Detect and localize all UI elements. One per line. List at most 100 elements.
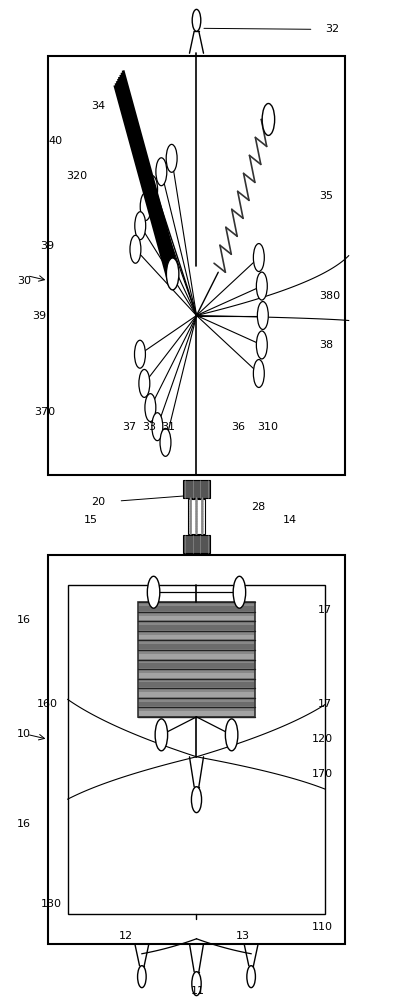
Circle shape <box>256 331 267 359</box>
Circle shape <box>253 244 264 271</box>
Text: 32: 32 <box>325 24 340 34</box>
Text: 17: 17 <box>318 699 332 709</box>
Circle shape <box>191 787 202 813</box>
Circle shape <box>195 507 198 513</box>
Circle shape <box>140 193 151 221</box>
Circle shape <box>189 497 192 503</box>
Bar <box>183 480 210 498</box>
Bar <box>138 602 255 717</box>
Circle shape <box>256 272 267 300</box>
Circle shape <box>195 517 198 523</box>
Circle shape <box>189 530 192 536</box>
Bar <box>48 555 345 944</box>
Text: 320: 320 <box>66 171 87 181</box>
Circle shape <box>160 428 171 456</box>
Circle shape <box>201 507 204 513</box>
Text: 170: 170 <box>312 769 333 779</box>
Bar <box>139 711 254 716</box>
Circle shape <box>152 413 163 441</box>
Circle shape <box>201 510 204 516</box>
Bar <box>139 654 254 659</box>
Circle shape <box>247 966 255 988</box>
Text: 28: 28 <box>251 502 265 512</box>
Circle shape <box>138 966 146 988</box>
Text: 370: 370 <box>35 407 56 417</box>
Text: 34: 34 <box>91 101 105 111</box>
Text: 160: 160 <box>37 699 57 709</box>
Text: 38: 38 <box>320 340 334 350</box>
Text: 16: 16 <box>17 615 31 625</box>
Bar <box>139 682 254 687</box>
Circle shape <box>195 527 198 533</box>
Circle shape <box>195 515 198 521</box>
Circle shape <box>201 497 204 503</box>
Circle shape <box>155 719 168 751</box>
Circle shape <box>201 527 204 533</box>
Circle shape <box>189 517 192 523</box>
Circle shape <box>166 144 177 172</box>
Circle shape <box>195 520 198 526</box>
Circle shape <box>201 505 204 511</box>
Circle shape <box>156 158 167 186</box>
Circle shape <box>189 515 192 521</box>
Circle shape <box>195 505 198 511</box>
Text: 130: 130 <box>40 899 61 909</box>
Circle shape <box>192 972 201 996</box>
Bar <box>48 56 345 475</box>
Text: 15: 15 <box>83 515 97 525</box>
Bar <box>188 499 205 534</box>
Circle shape <box>135 212 146 240</box>
Circle shape <box>195 497 198 503</box>
Text: 14: 14 <box>282 515 296 525</box>
Text: 35: 35 <box>320 191 333 201</box>
Bar <box>68 585 325 914</box>
Circle shape <box>189 512 192 518</box>
Text: 40: 40 <box>48 136 62 146</box>
Circle shape <box>225 719 238 751</box>
Circle shape <box>201 515 204 521</box>
Text: 31: 31 <box>162 422 175 432</box>
Text: 39: 39 <box>40 241 55 251</box>
Circle shape <box>201 525 204 531</box>
Circle shape <box>189 502 192 508</box>
Bar <box>139 663 254 668</box>
Bar <box>139 635 254 639</box>
Bar <box>139 606 254 611</box>
Circle shape <box>201 517 204 523</box>
Circle shape <box>201 502 204 508</box>
Text: 33: 33 <box>142 422 156 432</box>
Circle shape <box>139 369 150 397</box>
Text: 10: 10 <box>17 729 31 739</box>
Circle shape <box>130 235 141 263</box>
Text: 37: 37 <box>122 422 136 432</box>
Text: 20: 20 <box>91 497 105 507</box>
Circle shape <box>201 520 204 526</box>
Text: 11: 11 <box>191 986 205 996</box>
Circle shape <box>201 530 204 536</box>
Text: 12: 12 <box>118 931 132 941</box>
Text: 380: 380 <box>320 291 341 301</box>
Text: 30: 30 <box>17 276 31 286</box>
Bar <box>139 625 254 630</box>
Text: 16: 16 <box>17 819 31 829</box>
Circle shape <box>192 9 201 31</box>
Circle shape <box>195 530 198 536</box>
Circle shape <box>189 525 192 531</box>
Circle shape <box>189 520 192 526</box>
Text: 310: 310 <box>257 422 278 432</box>
Text: 13: 13 <box>235 931 250 941</box>
Circle shape <box>189 527 192 533</box>
Bar <box>139 702 254 706</box>
Circle shape <box>195 525 198 531</box>
Bar <box>139 644 254 649</box>
Circle shape <box>145 394 156 422</box>
Circle shape <box>195 500 198 506</box>
Circle shape <box>201 500 204 506</box>
Circle shape <box>233 576 246 608</box>
Bar <box>183 535 210 553</box>
Circle shape <box>201 512 204 518</box>
Bar <box>139 616 254 620</box>
Text: 36: 36 <box>231 422 246 432</box>
Text: 120: 120 <box>312 734 333 744</box>
Circle shape <box>262 104 275 135</box>
